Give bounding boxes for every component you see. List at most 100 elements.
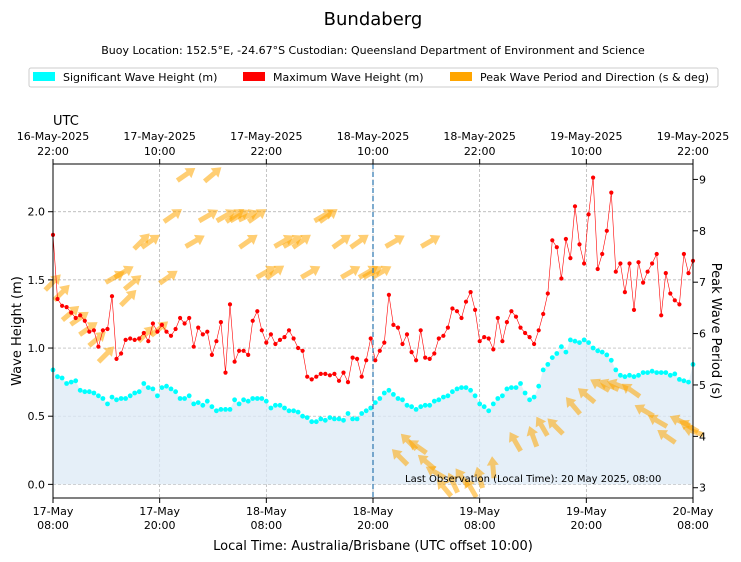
significant-point (141, 381, 147, 386)
significant-point (282, 405, 287, 411)
arrow-shape (300, 265, 321, 280)
significant-point (545, 362, 551, 367)
maximum-point (582, 261, 587, 266)
maximum-point (273, 341, 278, 347)
maximum-point (468, 290, 473, 295)
y2-tick-label: 3 (699, 482, 706, 495)
arrow-shape (420, 234, 441, 249)
maximum-point (545, 291, 550, 296)
maximum-point (414, 358, 419, 363)
maximum-point (377, 348, 382, 353)
maximum-point (128, 336, 133, 341)
maximum-point (604, 228, 609, 233)
significant-point (150, 386, 156, 392)
peak-wave-arrow (509, 431, 523, 453)
maximum-point (436, 336, 441, 341)
peak-wave-arrow (282, 234, 303, 249)
maximum-point (563, 236, 569, 242)
significant-point (155, 393, 160, 399)
arrow-shape (391, 449, 410, 467)
maximum-point (404, 332, 410, 337)
significant-point (359, 411, 365, 416)
significant-point (109, 394, 115, 400)
maximum-point (568, 256, 573, 261)
significant-point (540, 367, 546, 373)
arrow-shape (590, 378, 611, 393)
significant-point (559, 344, 564, 350)
significant-point (472, 393, 478, 399)
x-tick-label-time: 08:00 (250, 519, 282, 532)
significant-point (309, 419, 315, 425)
significant-point (441, 394, 446, 400)
maximum-point (191, 344, 196, 349)
peak-wave-arrow (486, 456, 499, 479)
arrow-shape (132, 233, 150, 251)
peak-wave-arrow (318, 209, 338, 224)
maximum-point (255, 309, 260, 314)
arrow-shape (408, 440, 428, 455)
significant-point (622, 374, 628, 380)
significant-point (73, 378, 79, 384)
maximum-point (250, 318, 255, 323)
maximum-point (327, 373, 332, 378)
peak-wave-arrow (391, 449, 410, 467)
top-axis-ticks: 16-May-2025 22:00 17-May-2025 10:00 17-May-2… (17, 130, 729, 164)
significant-point (595, 348, 601, 354)
maximum-point (109, 294, 115, 299)
significant-point (286, 408, 292, 414)
maximum-point (277, 337, 283, 342)
significant-point (218, 407, 224, 412)
peak-wave-arrow (273, 234, 294, 249)
significant-point (608, 357, 614, 363)
significant-point (649, 368, 655, 374)
x-tick-label-time: 20:00 (570, 519, 602, 532)
maximum-point (123, 337, 128, 342)
peak-wave-arrow (246, 209, 267, 224)
maximum-point (636, 260, 641, 265)
arrow-shape (197, 209, 219, 224)
arrow-shape (175, 167, 196, 183)
maximum-point (541, 311, 546, 317)
significant-point (100, 396, 106, 401)
peak-wave-arrow (464, 478, 479, 499)
maximum-point (550, 238, 555, 243)
maximum-point (318, 371, 323, 376)
arrow-shape (264, 265, 285, 281)
maximum-point (336, 378, 342, 383)
maximum-point (350, 355, 355, 360)
significant-point (391, 392, 396, 397)
significant-point (509, 385, 514, 390)
maximum-point (554, 245, 559, 250)
significant-point (486, 408, 492, 414)
x-tick-label-time: 20:00 (144, 519, 176, 532)
significant-point (82, 389, 88, 395)
arrow-shape (202, 167, 222, 184)
arrow-shape (162, 209, 183, 224)
significant-point (277, 402, 283, 408)
maximum-point (654, 251, 659, 257)
maximum-point (368, 336, 373, 341)
maximum-point (187, 315, 192, 321)
significant-point (345, 411, 351, 416)
arrow-shape (43, 274, 61, 292)
peak-wave-arrow (215, 209, 236, 224)
significant-point (386, 387, 392, 393)
significant-point (191, 401, 197, 407)
significant-point (204, 398, 210, 404)
peak-wave-arrow (657, 429, 677, 445)
maximum-point (432, 351, 437, 356)
maximum-point (205, 329, 210, 334)
top-tick-label-time: 10:00 (357, 145, 389, 158)
maximum-point (341, 370, 346, 375)
y2-tick-label: 9 (699, 173, 706, 186)
arrow-shape (69, 311, 89, 327)
y2-tick-label: 8 (699, 225, 706, 238)
maximum-point (677, 302, 682, 307)
peak-wave-arrow (140, 234, 160, 250)
maximum-wave-series (50, 175, 696, 385)
maximum-point (241, 348, 246, 353)
arrow-shape (119, 289, 137, 308)
peak-wave-arrow (577, 388, 597, 405)
arrow-shape (425, 466, 446, 480)
significant-point (195, 400, 201, 405)
